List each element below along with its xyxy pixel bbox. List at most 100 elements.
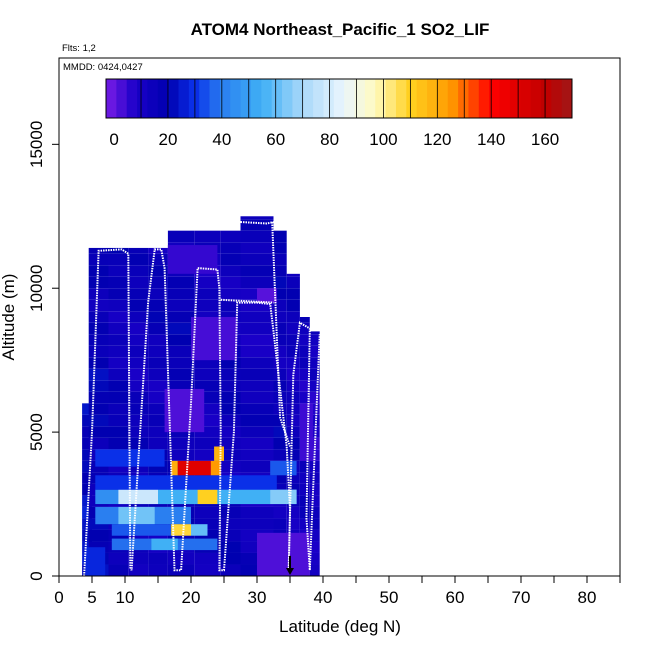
heatmap-cell	[220, 403, 241, 415]
heatmap-cell	[128, 368, 149, 381]
heatmap-cell	[240, 265, 274, 277]
colorbar-segment	[323, 79, 335, 118]
colorbar-tick-label: 160	[531, 130, 559, 149]
heatmap-cell	[88, 403, 109, 415]
heatmap-cell	[309, 552, 320, 565]
heatmap-cell	[220, 299, 241, 312]
heatmap-cell	[309, 414, 320, 427]
heatmap-cell	[286, 311, 300, 323]
colorbar-tick-label: 80	[320, 130, 339, 149]
x-tick-label: 10	[116, 588, 135, 607]
y-tick-label: 15000	[27, 121, 46, 168]
heatmap-cell	[128, 391, 149, 404]
heatmap-cell	[108, 357, 129, 369]
heatmap-cell	[194, 299, 221, 312]
colorbar-tick-label: 40	[212, 130, 231, 149]
heatmap-cell	[299, 403, 314, 461]
heatmap-cell	[286, 414, 300, 427]
heatmap-cell	[286, 345, 300, 358]
heatmap-cell	[108, 299, 129, 312]
heatmap-cell	[220, 380, 241, 392]
colorbar-segment	[468, 79, 480, 118]
heatmap-cell	[286, 334, 300, 346]
heatmap-cell	[171, 524, 191, 536]
colorbar-segment	[282, 79, 293, 118]
heatmap-cell	[82, 449, 92, 461]
heatmap-cell	[151, 538, 178, 551]
heatmap-cell	[220, 357, 241, 369]
colorbar-segment	[230, 79, 242, 118]
colorbar-segment	[147, 79, 159, 118]
x-axis: 0 5 10 20 30 40 50 60 70 80	[54, 576, 621, 607]
colorbar-segment	[385, 79, 397, 118]
heatmap-cell	[240, 449, 274, 461]
heatmap-cell	[88, 345, 109, 358]
heatmap-cell	[194, 437, 221, 450]
heatmap-cell	[299, 368, 310, 381]
heatmap-cell	[309, 529, 320, 542]
heatmap-cell	[177, 460, 211, 476]
heatmap-cell	[82, 460, 92, 473]
heatmap-cell	[286, 437, 300, 450]
heatmap-cell	[273, 426, 287, 438]
heatmap-cell	[88, 391, 109, 404]
x-tick-label: 40	[314, 588, 333, 607]
x-tick-label: 80	[578, 588, 597, 607]
heatmap-cell	[309, 564, 320, 576]
colorbar-segment	[219, 79, 231, 118]
colorbar-segment	[437, 79, 449, 118]
heatmap-cell	[273, 253, 287, 266]
heatmap-cell	[286, 403, 300, 415]
heatmap-cell	[197, 489, 218, 505]
colorbar-segment	[551, 79, 563, 118]
heatmap-cell	[167, 345, 195, 358]
heatmap-cell	[220, 265, 241, 277]
heatmap-cell	[299, 334, 310, 346]
heatmap-cell	[108, 288, 129, 300]
heatmap-cell	[220, 552, 241, 565]
chart-title: ATOM4 Northeast_Pacific_1 SO2_LIF	[191, 20, 490, 39]
x-tick-label: 70	[512, 588, 531, 607]
heatmap-cell	[220, 564, 241, 576]
heatmap-cell	[299, 380, 310, 392]
heatmap-cell	[286, 449, 300, 461]
heatmap-cell	[220, 529, 241, 542]
heatmap-cell	[240, 518, 274, 530]
heatmap-cell	[220, 288, 241, 300]
heatmap-cell	[82, 426, 92, 438]
heatmap-cell	[309, 391, 320, 404]
heatmap-cell	[148, 437, 168, 450]
heatmap-cell	[194, 449, 221, 461]
heatmap-cell	[88, 368, 109, 381]
heatmap-cell	[240, 426, 274, 438]
heatmap-cell	[88, 253, 109, 266]
heatmap-cell	[108, 276, 129, 289]
heatmap-cell	[309, 368, 320, 381]
heatmap-cell	[309, 437, 320, 450]
heatmap-cell	[194, 506, 221, 519]
heatmap-cell	[108, 426, 129, 438]
colorbar-segment	[209, 79, 221, 118]
heatmap-cell	[217, 489, 271, 505]
heatmap-cell	[299, 322, 310, 335]
heatmap-cell	[240, 219, 274, 231]
heatmap-cell	[128, 403, 149, 415]
heatmap-cell	[108, 414, 129, 427]
heatmap-cell	[220, 518, 241, 530]
heatmap-cell	[240, 276, 274, 289]
heatmap-cell	[240, 414, 274, 427]
heatmap-cell	[171, 460, 178, 476]
colorbar-segment	[478, 79, 490, 118]
heatmap-cell	[194, 426, 221, 438]
colorbar-segment	[333, 79, 345, 118]
heatmap-cell	[220, 449, 241, 461]
heatmap-layer	[82, 216, 320, 576]
heatmap-cell	[82, 495, 92, 507]
colorbar-segment	[427, 79, 438, 118]
heatmap-cell	[191, 524, 208, 536]
heatmap-cell	[240, 216, 274, 220]
colorbar-frame	[105, 78, 573, 119]
heatmap-cell	[148, 426, 168, 438]
colorbar-segment	[126, 79, 138, 118]
